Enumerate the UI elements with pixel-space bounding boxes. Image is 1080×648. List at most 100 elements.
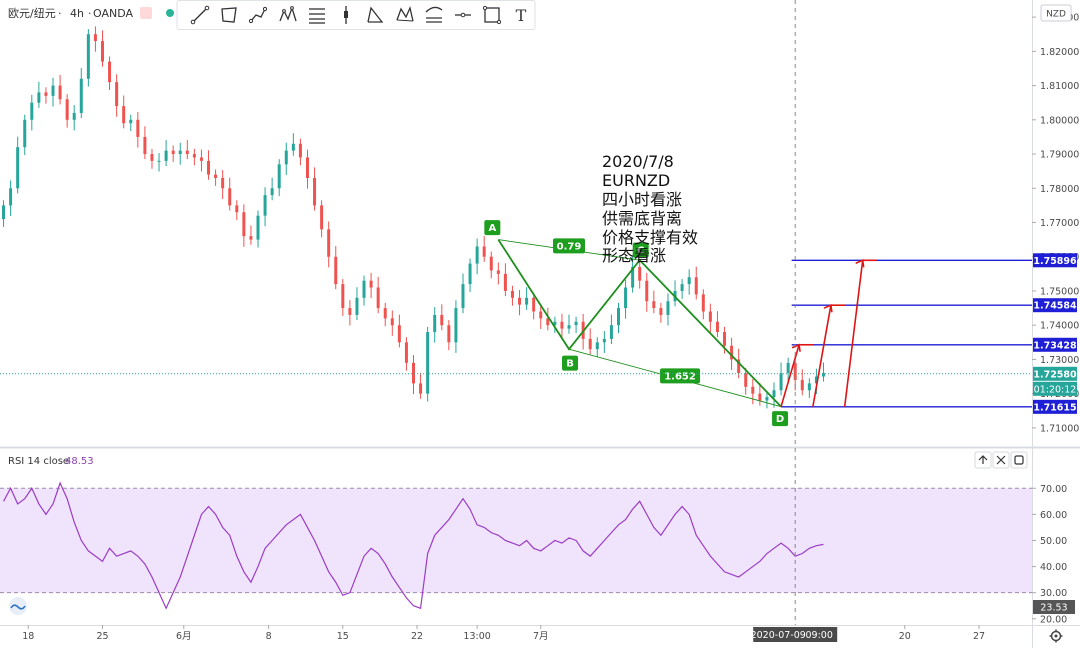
trend-line-icon[interactable] [188,3,212,27]
candle [553,316,557,334]
candle [136,111,140,148]
candle [376,276,380,314]
pane-maximize-button[interactable] [1010,451,1028,469]
candle [277,159,281,197]
candle-body [482,246,486,257]
candle-body [687,277,691,285]
candle [171,145,175,162]
candle-body [680,284,684,291]
price-tick-label: 1.78000 [1040,184,1079,195]
rsi-last-badge [1033,600,1075,614]
annotation-line-4[interactable]: 供需底背离 [602,209,682,228]
pane-move-up-button[interactable] [974,451,992,469]
candle [574,316,578,334]
candle [320,200,324,238]
vertical-line-icon[interactable] [334,3,358,27]
price-level-badge [1033,337,1077,352]
candle-body [214,174,218,178]
candle-body [390,318,394,326]
candle-body [602,338,606,343]
candle [37,81,41,108]
price-level-label: 1.73428 [1033,340,1077,351]
candle [313,167,317,211]
candle [595,337,599,358]
ratio-ac-label: 0.79 [557,241,582,252]
price-levels[interactable]: 1.72580 01:20:12 1.75896 1.74584 1.73428 1.71… [0,253,1077,414]
candle-body [122,106,126,124]
candle [468,258,472,292]
candle [751,378,755,405]
alert-badge[interactable] [140,7,152,19]
curve-icon[interactable] [422,3,446,27]
xabcd-pattern[interactable]: A B C D 0.79 1.652 [484,220,789,427]
candle [475,238,479,275]
annotation-line-2[interactable]: EURNZD [602,171,670,190]
candle [9,180,13,216]
annotation-line-5[interactable]: 价格支撑有效 [602,228,698,247]
pane-close-button[interactable] [992,451,1010,469]
polygon-icon[interactable] [217,3,241,27]
candle [397,314,401,348]
price-level-label: 1.75896 [1033,256,1077,267]
price-tick-label: 1.82000 [1040,47,1079,58]
rsi-tick-label: 40.00 [1040,562,1067,573]
horizontal-line-icon[interactable] [451,3,475,27]
pattern-icon[interactable] [276,3,300,27]
candle-body [737,359,741,374]
candle-body [348,308,352,315]
time-tick-label: 13:00 [463,631,490,642]
xabcd-icon[interactable] [393,3,417,27]
rsi-label[interactable]: RSI 14 close [8,456,69,467]
candle [298,138,302,166]
candle-body [475,246,479,264]
drawing-toolbar: T [176,0,536,30]
lines-icon[interactable] [305,3,329,27]
time-tick-label: 22 [411,631,423,642]
candle-body [567,325,571,329]
text-icon[interactable]: T [509,3,533,27]
annotation-line-1[interactable]: 2020/7/8 [602,152,674,171]
candle [93,26,97,52]
symbol-title[interactable]: 欧元/纽元 [8,6,56,20]
annotation-line-3[interactable]: 四小时看涨 [602,190,682,209]
candle [440,304,444,331]
candle [426,326,430,402]
candle-body [23,119,27,148]
candle-body [730,345,734,360]
point-b-label-bg [562,355,579,371]
price-level-label: 1.71615 [1033,402,1076,413]
candle-body [503,273,507,291]
candle-body [447,325,451,343]
candle [115,74,119,117]
candle-body [100,41,104,62]
rsi-line [3,481,824,610]
candle-body [525,297,529,305]
rectangle-icon[interactable] [480,3,504,27]
candle [680,278,684,299]
rsi-tick-label: 50.00 [1040,536,1067,547]
path-icon[interactable] [246,3,270,27]
status-dot [166,9,174,17]
candle-body [221,178,225,189]
settings-gear-icon[interactable] [1049,629,1063,643]
candle [150,148,154,169]
candle-body [305,157,309,178]
candle [567,314,571,334]
candle [539,303,543,329]
point-a-label-bg [484,220,501,236]
candle-body [235,205,239,213]
price-tick-label: 1.73000 [1040,355,1079,366]
target-arrow [843,260,864,407]
candle-body [440,314,444,326]
candle [44,87,48,104]
triangle-icon[interactable] [363,3,387,27]
currency-badge[interactable] [1040,4,1072,22]
candle [369,272,373,299]
candle-body [645,280,649,302]
interval-label[interactable]: 4h [70,7,84,20]
time-tick-label: 20 [899,631,911,642]
annotation-line-6[interactable]: 形态看涨 [602,246,666,265]
candle [404,337,408,371]
countdown-badge [1033,381,1077,396]
